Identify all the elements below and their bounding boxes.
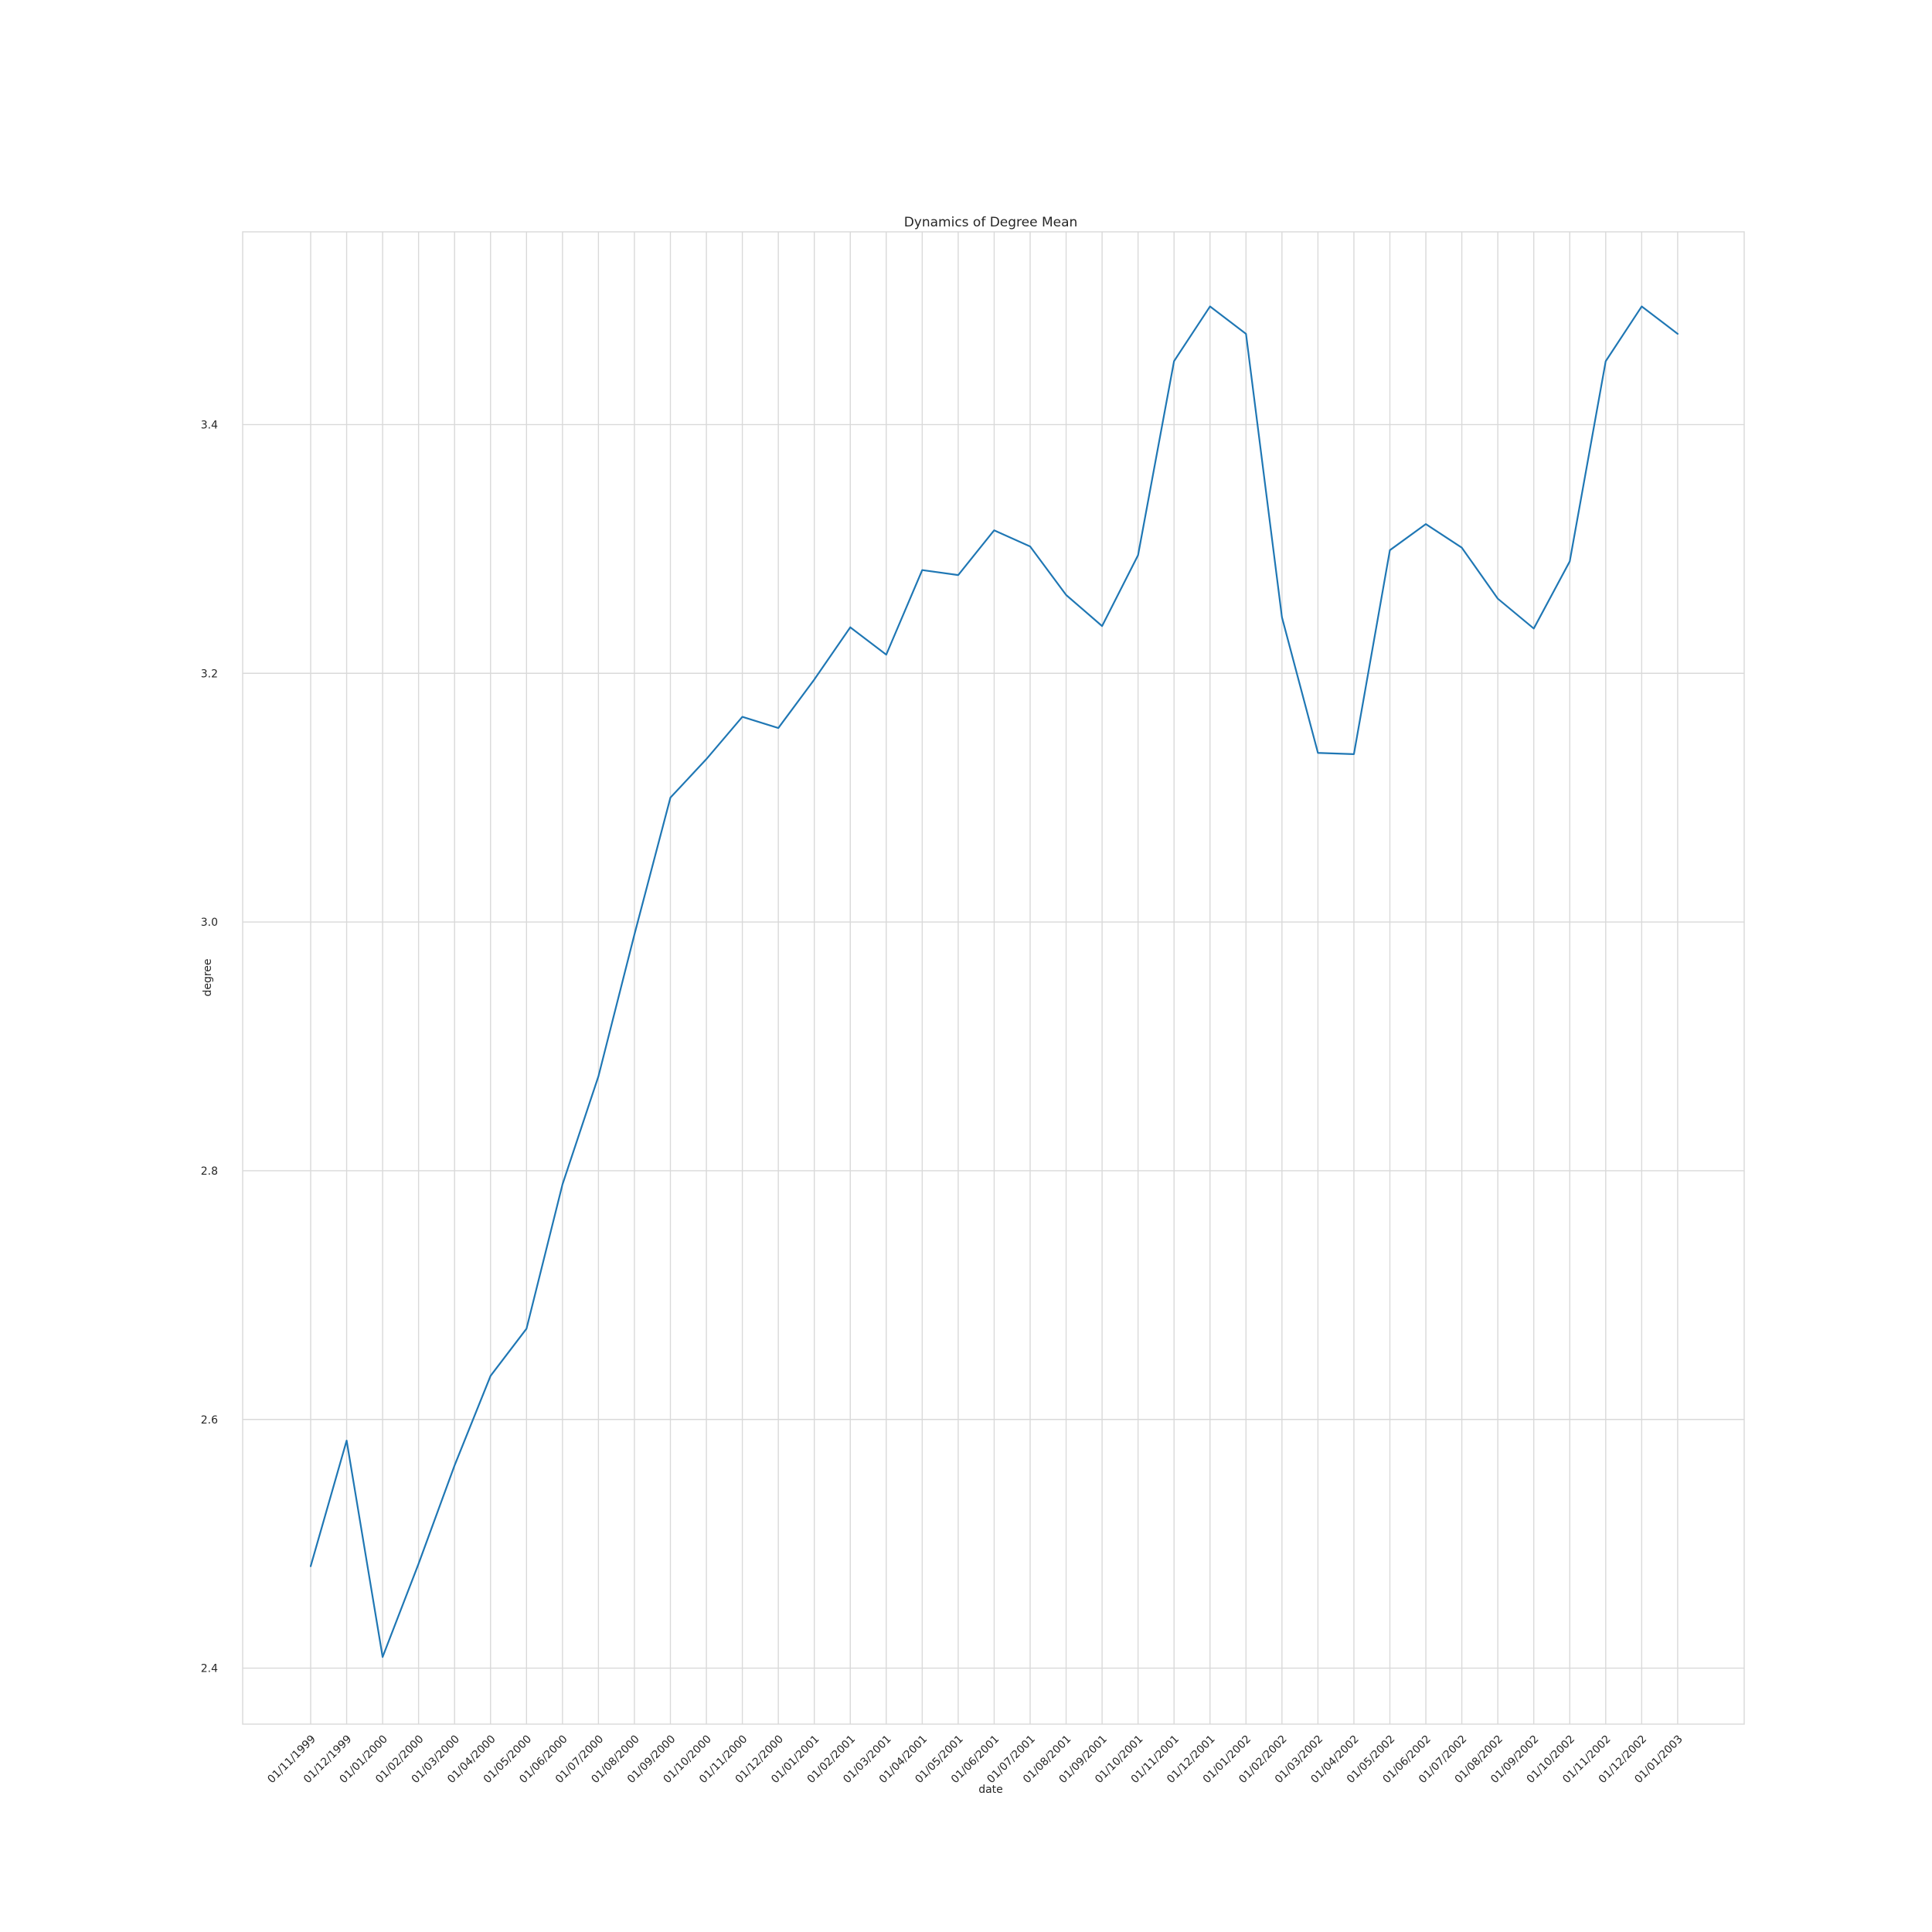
x-tick-labels: 01/11/199901/12/199901/01/200001/02/2000… xyxy=(265,1733,1685,1786)
y-tick-labels: 2.4 2.6 2.8 3.0 3.2 3.4 xyxy=(201,419,218,1675)
y-tick-label: 3.0 xyxy=(201,917,218,929)
y-tick-label: 2.8 xyxy=(201,1165,218,1178)
plot-area-frame xyxy=(242,231,1745,1725)
y-tick-label: 2.4 xyxy=(201,1663,218,1675)
y-tick-label: 2.6 xyxy=(201,1414,218,1427)
y-tick-label: 3.2 xyxy=(201,668,218,680)
y-tick-label: 3.4 xyxy=(201,419,218,431)
vertical-gridlines xyxy=(310,232,1679,1724)
horizontal-gridlines xyxy=(243,423,1744,1669)
x-axis-label: date xyxy=(978,1784,1003,1796)
chart-title: Dynamics of Degree Mean xyxy=(904,215,1078,230)
y-axis-label: degree xyxy=(202,958,214,996)
series-line-degree-mean xyxy=(309,305,1679,1658)
